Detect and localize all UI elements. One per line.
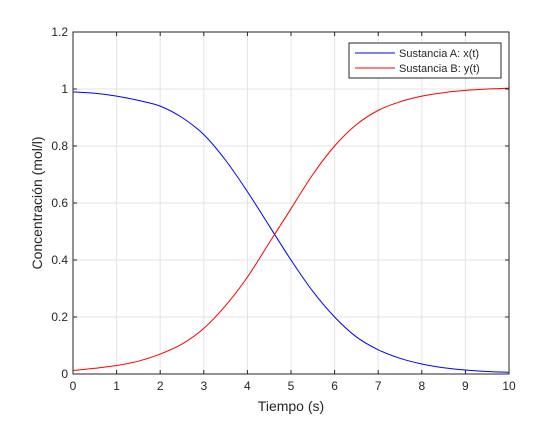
x-tick-label: 6 [331, 379, 338, 393]
y-tick-label: 0.8 [51, 139, 68, 153]
x-tick-label: 10 [502, 379, 516, 393]
x-tick-label: 7 [375, 379, 382, 393]
x-tick-label: 9 [462, 379, 469, 393]
x-tick-label: 0 [70, 379, 77, 393]
y-tick-label: 0 [61, 367, 68, 381]
x-axis-label: Tiempo (s) [258, 398, 324, 414]
y-tick-label: 0.2 [51, 310, 68, 324]
series-line-1 [72, 87, 510, 372]
x-tick-label: 3 [200, 379, 207, 393]
legend-box [348, 42, 502, 79]
y-tick-label: 0.4 [51, 253, 68, 267]
y-axis-label: Concentración (mol/l) [29, 136, 45, 269]
x-tick-label: 5 [288, 379, 295, 393]
series-lines [72, 87, 510, 373]
legend-label: Sustancia A: x(t) [399, 48, 479, 60]
axis-ticks: 0 1 2 3 4 5 6 7 8 9 10 0 0.2 0.4 0.6 0.8 1 1.2 [51, 25, 516, 393]
x-tick-label: 2 [157, 379, 164, 393]
y-tick-label: 1 [61, 82, 68, 96]
legend-label: Sustancia B: y(t) [399, 63, 480, 75]
x-tick-label: 8 [418, 379, 425, 393]
legend: Sustancia A: x(t) Sustancia B: y(t) [348, 42, 502, 79]
x-tick-label: 4 [244, 379, 251, 393]
y-tick-label: 1.2 [51, 25, 68, 39]
x-tick-label: 1 [113, 379, 120, 393]
series-line-0 [72, 91, 510, 373]
y-tick-label: 0.6 [51, 196, 68, 210]
